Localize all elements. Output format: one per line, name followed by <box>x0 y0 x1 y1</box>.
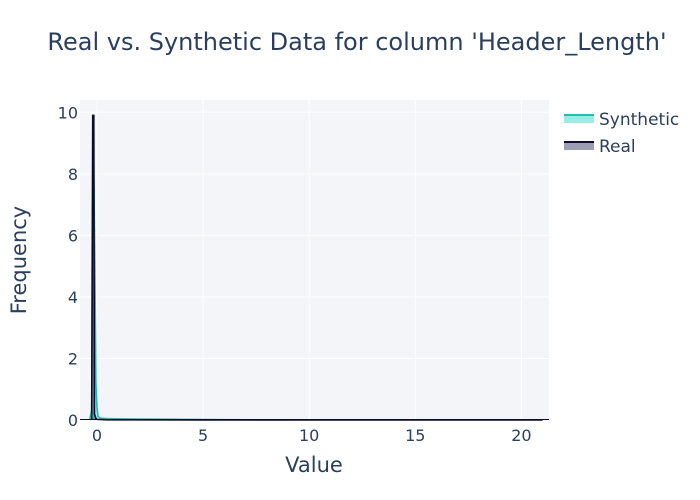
x-tick-label: 0 <box>92 426 102 445</box>
chart-title: Real vs. Synthetic Data for column 'Head… <box>47 28 666 56</box>
y-tick-label: 2 <box>68 349 78 368</box>
y-axis-title: Frequency <box>7 206 31 315</box>
y-tick-label: 4 <box>68 288 78 307</box>
plot-area <box>80 100 549 420</box>
legend-label-real: Real <box>599 137 636 157</box>
y-tick-label: 6 <box>68 226 78 245</box>
y-tick-label: 0 <box>68 411 78 430</box>
legend-label-synthetic: Synthetic <box>599 110 679 130</box>
legend: Synthetic Real <box>564 110 679 157</box>
legend-swatch-real <box>564 142 594 150</box>
x-tick-label: 20 <box>511 426 531 445</box>
x-tick-labels: 0 5 10 15 20 <box>92 426 532 445</box>
y-tick-label: 8 <box>68 165 78 184</box>
y-tick-label: 10 <box>58 103 78 122</box>
legend-swatch-synthetic <box>564 115 594 123</box>
x-gridlines <box>96 100 522 420</box>
x-tick-label: 5 <box>198 426 208 445</box>
x-tick-label: 15 <box>405 426 425 445</box>
x-axis-title: Value <box>285 453 343 477</box>
y-gridlines <box>80 111 549 359</box>
x-tick-label: 10 <box>299 426 319 445</box>
y-tick-labels: 0 2 4 6 8 10 <box>58 103 78 430</box>
